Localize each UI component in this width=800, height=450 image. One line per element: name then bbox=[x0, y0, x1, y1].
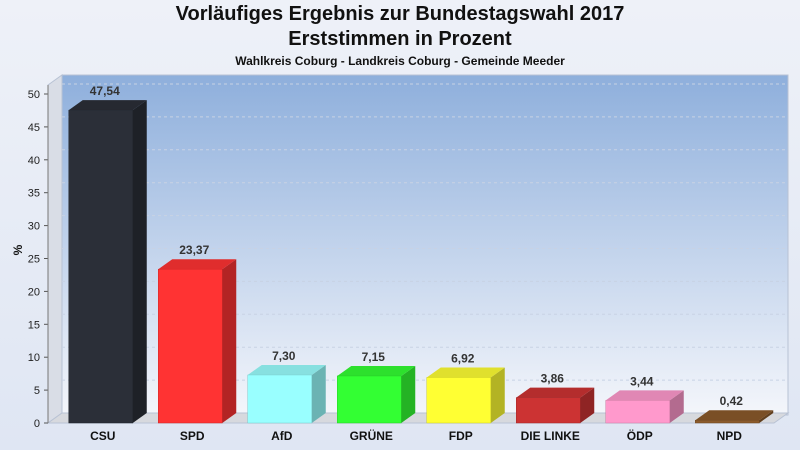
bar-top bbox=[426, 367, 505, 378]
data-label: 3,86 bbox=[541, 372, 565, 386]
bar-side bbox=[132, 100, 147, 423]
x-tick-label: SPD bbox=[180, 429, 205, 443]
bar-top bbox=[68, 100, 147, 111]
x-tick-label: AfD bbox=[271, 429, 293, 443]
bar-front bbox=[158, 268, 223, 424]
y-tick-label: 15 bbox=[28, 319, 40, 331]
data-label: 23,37 bbox=[179, 243, 209, 257]
y-tick-label: 50 bbox=[28, 89, 40, 101]
bar-side bbox=[580, 387, 595, 423]
data-label: 6,92 bbox=[451, 351, 475, 365]
chart-region-subtitle: Wahlkreis Coburg - Landkreis Coburg - Ge… bbox=[235, 54, 565, 68]
y-tick-label: 35 bbox=[28, 188, 40, 200]
bar-front bbox=[337, 375, 402, 424]
bar bbox=[426, 367, 505, 424]
bar-front bbox=[516, 397, 581, 424]
bar bbox=[516, 387, 595, 424]
bar bbox=[68, 100, 147, 424]
bar-front bbox=[68, 109, 133, 424]
x-tick-label: DIE LINKE bbox=[521, 429, 580, 443]
y-tick-label: 40 bbox=[28, 155, 40, 167]
bar-front bbox=[605, 400, 670, 424]
bar-side bbox=[222, 259, 237, 423]
bar bbox=[247, 364, 326, 424]
data-label: 0,42 bbox=[720, 394, 744, 408]
data-label: 7,15 bbox=[362, 350, 386, 364]
bar bbox=[158, 259, 237, 424]
bar-front bbox=[247, 374, 312, 424]
bar-top bbox=[247, 364, 326, 375]
y-tick-label: 25 bbox=[28, 254, 40, 266]
data-label: 47,54 bbox=[90, 84, 120, 98]
x-tick-label: ÖDP bbox=[627, 428, 653, 443]
y-tick-label: 45 bbox=[28, 122, 40, 134]
bar-side bbox=[401, 365, 416, 423]
bar-front bbox=[426, 377, 491, 424]
plot-left-wall bbox=[47, 74, 63, 424]
x-tick-label: FDP bbox=[449, 429, 473, 443]
bar-side bbox=[490, 367, 505, 423]
y-tick-label: 0 bbox=[34, 418, 40, 430]
bar-top bbox=[516, 387, 595, 398]
y-tick-label: 20 bbox=[28, 286, 40, 298]
x-tick-label: GRÜNE bbox=[350, 428, 393, 443]
bar-side bbox=[669, 390, 684, 423]
bar-top bbox=[337, 365, 416, 376]
bar-side bbox=[759, 410, 774, 423]
data-label: 3,44 bbox=[630, 374, 654, 388]
y-tick-label: 30 bbox=[28, 221, 40, 233]
chart-subtitle: Erststimmen in Prozent bbox=[288, 28, 512, 50]
bar bbox=[337, 365, 416, 424]
bar bbox=[695, 410, 774, 424]
y-tick-label: 5 bbox=[34, 385, 40, 397]
bar-top bbox=[695, 410, 774, 421]
bar-top bbox=[605, 390, 684, 401]
x-tick-label: NPD bbox=[717, 429, 743, 443]
bar bbox=[605, 390, 684, 424]
bar-front bbox=[695, 419, 760, 424]
bar-top bbox=[158, 259, 237, 270]
y-tick-label: 10 bbox=[28, 352, 40, 364]
x-tick-label: CSU bbox=[90, 429, 115, 443]
bar-side bbox=[311, 364, 326, 423]
chart-title: Vorläufiges Ergebnis zur Bundestagswahl … bbox=[175, 3, 625, 25]
y-axis-label: % bbox=[11, 244, 25, 255]
data-label: 7,30 bbox=[272, 349, 296, 363]
